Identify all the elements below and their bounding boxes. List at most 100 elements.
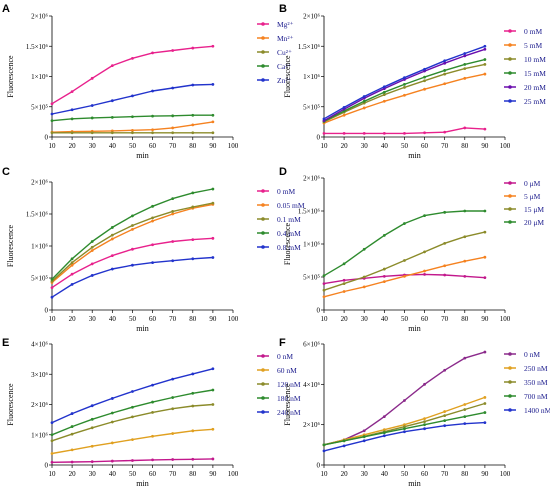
data-point: [382, 93, 386, 97]
x-tick-label: 60: [149, 470, 157, 478]
series-line: [51, 403, 213, 442]
legend-marker: [261, 64, 265, 68]
data-point: [211, 187, 215, 191]
data-point: [463, 408, 467, 411]
series-line: [323, 210, 485, 277]
legend-label: 0.8 mM: [277, 243, 301, 252]
data-point: [382, 267, 386, 271]
data-point: [171, 377, 175, 381]
x-axis-title: min: [408, 324, 420, 333]
y-tick-label: 0: [45, 307, 49, 315]
data-point: [322, 449, 326, 453]
series: [322, 230, 487, 292]
data-point: [131, 224, 134, 227]
data-point: [342, 131, 346, 135]
data-point: [463, 63, 467, 66]
data-point: [70, 460, 74, 464]
data-point: [131, 263, 134, 267]
x-tick-label: 10: [321, 470, 329, 478]
legend-label: 0.4 mM: [277, 229, 301, 238]
panel-letter: A: [2, 3, 10, 15]
legend-marker: [261, 22, 265, 26]
data-point: [342, 444, 346, 448]
data-point: [171, 432, 175, 435]
y-tick-label: 0: [45, 462, 49, 470]
data-point: [443, 130, 447, 134]
legend-marker: [508, 408, 512, 412]
x-tick-label: 50: [401, 315, 409, 323]
data-point: [322, 131, 326, 135]
data-point: [403, 423, 406, 427]
data-point: [423, 250, 426, 254]
data-point: [423, 382, 426, 386]
legend-marker: [508, 29, 512, 33]
y-tick-label: 1.5×10⁶: [298, 43, 321, 51]
data-point: [362, 99, 366, 103]
data-point: [151, 89, 154, 93]
legend-label: 0 mM: [277, 187, 295, 196]
series: [50, 44, 215, 106]
data-point: [151, 243, 154, 247]
data-point: [483, 58, 487, 61]
series: [322, 126, 487, 135]
series: [322, 255, 487, 299]
data-point: [171, 240, 175, 243]
data-point: [483, 230, 487, 234]
x-tick-label: 80: [461, 315, 469, 323]
y-tick-label: 1.5×10⁶: [26, 43, 49, 51]
data-point: [171, 259, 175, 263]
y-tick-label: 5×10⁵: [31, 103, 48, 111]
data-point: [191, 391, 195, 395]
data-point: [423, 87, 426, 91]
x-tick-label: 70: [169, 315, 177, 323]
x-tick-label: 90: [209, 315, 217, 323]
data-point: [443, 69, 447, 72]
legend-label: Cu²⁺: [277, 48, 292, 57]
legend-label: 10 mM: [524, 55, 546, 64]
data-point: [90, 262, 94, 266]
data-point: [171, 407, 175, 411]
data-point: [423, 272, 426, 276]
series: [50, 427, 215, 455]
panel-c: C 10 20 30 40 50 60 70 80 90 100 0 5×10⁵ 1×10⁶ 1.5×10⁶…: [2, 166, 305, 333]
data-point: [110, 64, 114, 68]
data-point: [403, 274, 406, 278]
data-point: [483, 47, 487, 51]
data-point: [483, 209, 487, 213]
data-point: [70, 448, 74, 452]
data-point: [110, 237, 114, 241]
x-tick-label: 60: [149, 315, 157, 323]
data-point: [423, 67, 426, 71]
series: [50, 388, 215, 437]
y-tick-label: 5×10⁵: [303, 103, 320, 111]
data-point: [171, 86, 175, 90]
x-tick-label: 70: [441, 142, 449, 150]
data-point: [342, 105, 346, 109]
data-point: [90, 131, 94, 135]
data-point: [151, 51, 154, 55]
x-tick-label: 30: [361, 470, 369, 478]
y-axis-title: Fluorescence: [283, 222, 292, 265]
data-point: [171, 212, 175, 216]
series: [50, 236, 215, 289]
data-point: [423, 423, 426, 427]
data-point: [463, 126, 467, 130]
data-point: [151, 400, 154, 404]
data-point: [403, 93, 406, 97]
data-point: [463, 259, 467, 263]
legend-marker: [508, 366, 512, 370]
y-tick-label: 2×10⁶: [31, 179, 48, 187]
legend-marker: [508, 207, 512, 211]
data-point: [50, 295, 54, 299]
data-point: [191, 372, 195, 376]
y-tick-label: 1×10⁶: [303, 73, 320, 81]
data-point: [342, 439, 346, 443]
legend-marker: [261, 78, 265, 82]
data-point: [443, 273, 447, 277]
data-point: [483, 402, 487, 405]
legend-label: Zn²⁺: [277, 76, 292, 85]
data-point: [382, 85, 386, 89]
series: [322, 396, 487, 447]
data-point: [90, 404, 94, 408]
data-point: [191, 123, 195, 127]
